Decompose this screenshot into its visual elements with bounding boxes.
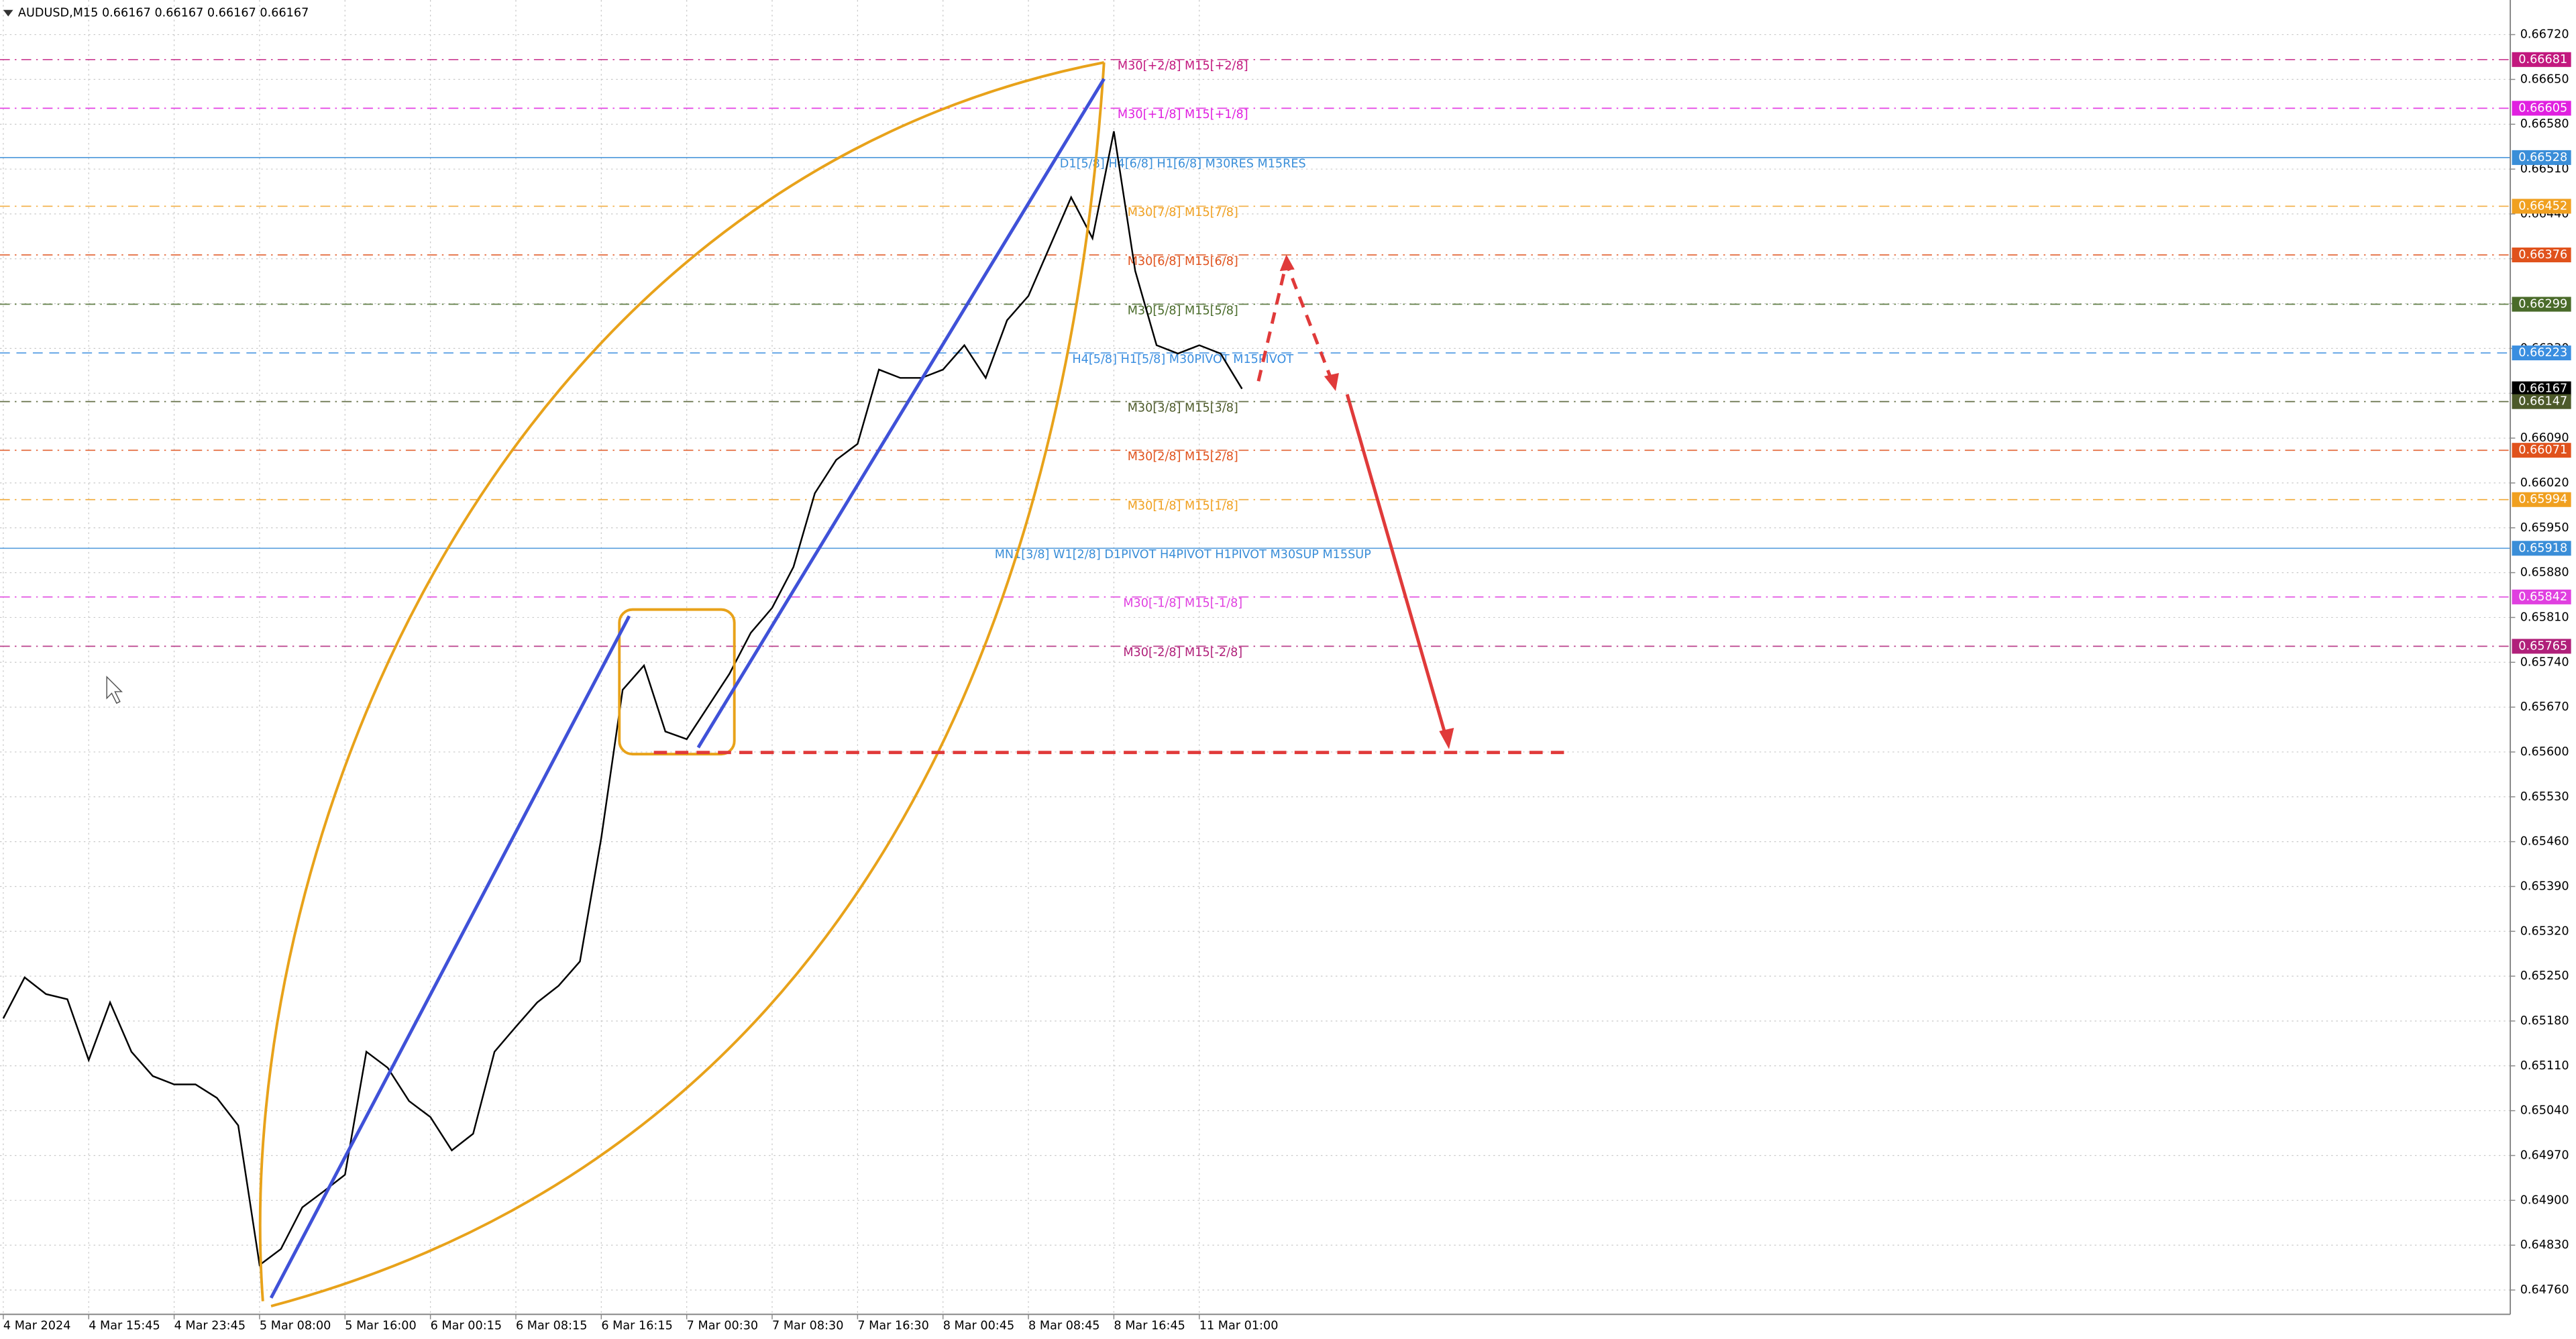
y-tick-label: 0.65600	[2520, 745, 2569, 759]
price-label: 0.66528	[2518, 151, 2567, 164]
price-label-box	[2512, 381, 2571, 396]
level-annotation: M30[1/8] M15[1/8]	[1128, 500, 1238, 513]
y-tick-label: 0.65740	[2520, 655, 2569, 669]
level-annotation: M30[-1/8] M15[-1/8]	[1123, 597, 1242, 610]
drawings	[106, 61, 1566, 1307]
price-label: 0.66223	[2518, 346, 2567, 360]
price-label: 0.66605	[2518, 101, 2567, 115]
level-annotation: MN1[3/8] W1[2/8] D1PIVOT H4PIVOT H1PIVOT…	[995, 548, 1372, 561]
level-annotation: M30[-2/8] M15[-2/8]	[1123, 646, 1242, 659]
x-tick-label: 8 Mar 16:45	[1114, 1319, 1185, 1332]
price-label: 0.65765	[2518, 639, 2567, 653]
price-label-box	[2512, 150, 2571, 165]
y-tick-label: 0.65810	[2520, 610, 2569, 624]
title-marker	[3, 9, 13, 17]
level-annotation: M30[3/8] M15[3/8]	[1128, 401, 1238, 415]
y-tick-label: 0.65670	[2520, 700, 2569, 714]
price-label: 0.66147	[2518, 395, 2567, 409]
price-label-box	[2512, 52, 2571, 67]
price-label-box	[2512, 394, 2571, 409]
price-label: 0.66071	[2518, 443, 2567, 457]
x-tick-label: 5 Mar 08:00	[260, 1319, 331, 1332]
x-tick-label: 6 Mar 08:15	[516, 1319, 587, 1332]
price-label-box	[2512, 443, 2571, 458]
price-label: 0.66681	[2518, 53, 2567, 66]
trend-line	[269, 615, 631, 1299]
price-label-box	[2512, 639, 2571, 654]
level-annotation: H4[5/8] H1[5/8] M30PIVOT M15PIVOT	[1072, 353, 1293, 366]
price-label: 0.66299	[2518, 298, 2567, 311]
x-tick-label: 6 Mar 00:15	[431, 1319, 502, 1332]
y-tick-label: 0.65250	[2520, 969, 2569, 983]
y-tick-label: 0.65320	[2520, 924, 2569, 938]
y-tick-label: 0.66020	[2520, 476, 2569, 490]
price-label: 0.66452	[2518, 199, 2567, 213]
ellipse-arc	[270, 62, 1106, 1307]
x-tick-label: 7 Mar 16:30	[857, 1319, 928, 1332]
x-tick-label: 4 Mar 15:45	[89, 1319, 160, 1332]
price-label: 0.65842	[2518, 590, 2567, 604]
y-tick-label: 0.66580	[2520, 117, 2569, 131]
forecast-arrow	[1345, 394, 1448, 737]
x-tick-label: 11 Mar 01:00	[1199, 1319, 1279, 1332]
series-layer	[2, 131, 1243, 1267]
y-tick-label: 0.65390	[2520, 879, 2569, 893]
x-tick-label: 7 Mar 08:30	[772, 1319, 843, 1332]
x-tick-label: 7 Mar 00:30	[687, 1319, 758, 1332]
level-annotation: M30[+1/8] M15[+1/8]	[1118, 108, 1248, 121]
price-label-box	[2512, 247, 2571, 263]
y-tick-label: 0.64830	[2520, 1238, 2569, 1252]
level-annotation: D1[5/8] H4[6/8] H1[6/8] M30RES M15RES	[1060, 158, 1306, 171]
x-tick-label: 8 Mar 08:45	[1028, 1319, 1099, 1332]
price-label-box	[2512, 345, 2571, 361]
price-label: 0.66376	[2518, 248, 2567, 262]
y-tick-label: 0.64970	[2520, 1148, 2569, 1162]
arrow-head	[1324, 372, 1339, 391]
x-tick-label: 4 Mar 2024	[3, 1319, 71, 1332]
y-tick-label: 0.65530	[2520, 790, 2569, 804]
y-tick-label: 0.65040	[2520, 1104, 2569, 1118]
y-tick-label: 0.65950	[2520, 521, 2569, 535]
level-annotation: M30[7/8] M15[7/8]	[1128, 206, 1238, 219]
level-annotation: M30[+2/8] M15[+2/8]	[1118, 60, 1248, 73]
y-tick-label: 0.66650	[2520, 72, 2569, 86]
grid-layer	[0, 0, 2511, 1315]
chart-title: AUDUSD,M15 0.66167 0.66167 0.66167 0.661…	[18, 7, 309, 20]
x-tick-label: 8 Mar 00:45	[943, 1319, 1014, 1332]
trend-line	[696, 78, 1106, 749]
y-tick-label: 0.65180	[2520, 1014, 2569, 1028]
price-label-box	[2512, 101, 2571, 116]
price-label-box	[2512, 297, 2571, 312]
axis-layer: 0.667200.666500.665800.665100.664400.663…	[3, 28, 2571, 1332]
y-tick-label: 0.65880	[2520, 566, 2569, 580]
arrow-head	[1279, 254, 1295, 272]
x-tick-label: 4 Mar 23:45	[174, 1319, 246, 1332]
y-tick-label: 0.66090	[2520, 431, 2569, 445]
y-tick-label: 0.65460	[2520, 835, 2569, 849]
level-annotation: M30[6/8] M15[6/8]	[1128, 255, 1238, 268]
y-tick-label: 0.64900	[2520, 1193, 2569, 1207]
price-label-box	[2512, 199, 2571, 214]
x-tick-label: 5 Mar 16:00	[345, 1319, 416, 1332]
price-label: 0.66167	[2518, 382, 2567, 396]
y-tick-label: 0.65110	[2520, 1059, 2569, 1073]
ellipse-arc	[258, 61, 1105, 1301]
mouse-cursor	[106, 676, 123, 704]
price-label-box	[2512, 589, 2571, 604]
price-label-box	[2512, 492, 2571, 507]
price-label: 0.65994	[2518, 493, 2567, 506]
y-tick-label: 0.66510	[2520, 162, 2569, 176]
level-layer: M30[+2/8] M15[+2/8] M30[+1/8] M15[+1/8] D1…	[0, 58, 2511, 659]
price-label: 0.65918	[2518, 541, 2567, 555]
price-label-box	[2512, 541, 2571, 556]
price-line	[2, 131, 1243, 1267]
y-tick-label: 0.64760	[2520, 1283, 2569, 1297]
level-annotation: M30[2/8] M15[2/8]	[1128, 450, 1238, 464]
y-tick-label: 0.66720	[2520, 28, 2569, 42]
x-tick-label: 6 Mar 16:15	[601, 1319, 672, 1332]
level-annotation: M30[5/8] M15[5/8]	[1128, 304, 1238, 317]
